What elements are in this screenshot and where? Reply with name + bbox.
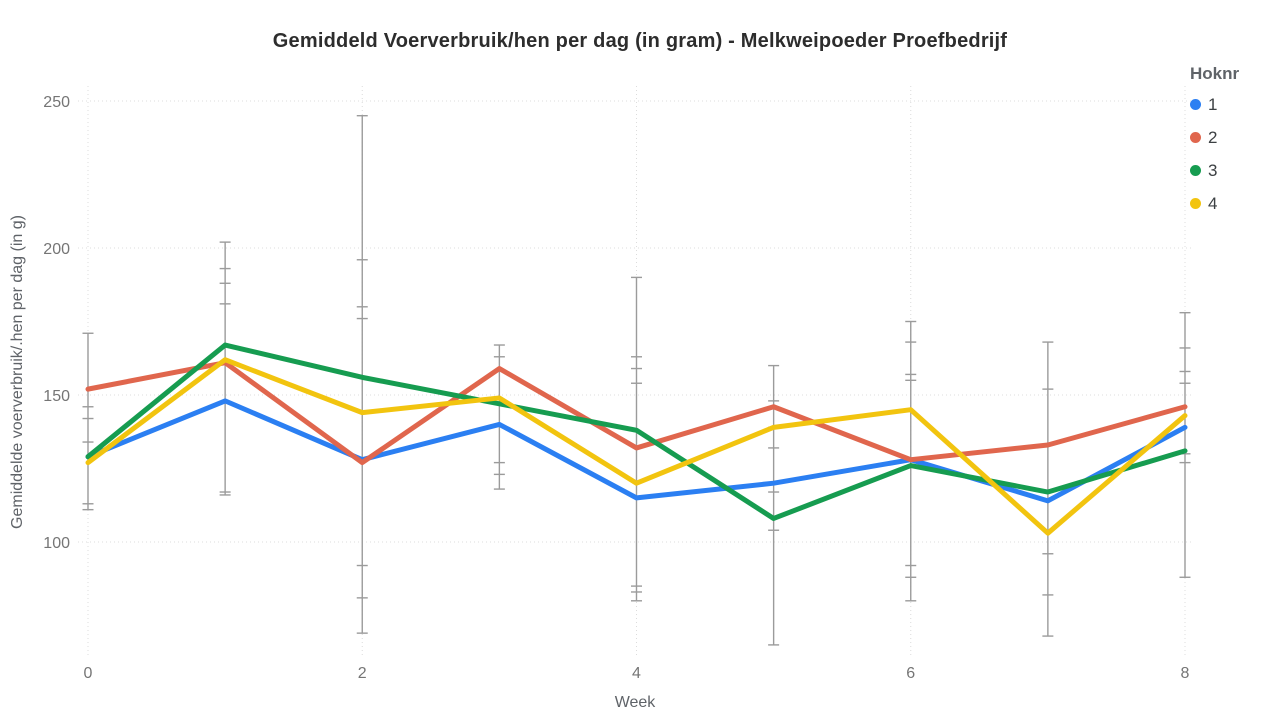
legend-item-label: 1 [1208, 94, 1218, 114]
legend-dot-icon [1190, 165, 1201, 176]
legend-item-hoknr-3[interactable]: 3 [1190, 160, 1239, 181]
series-line-hoknr-4[interactable] [85, 357, 1188, 536]
x-tick-label-8: 8 [1181, 665, 1190, 682]
legend-dot-icon [1190, 198, 1201, 209]
y-tick-label-150: 150 [43, 388, 70, 405]
legend-item-label: 3 [1208, 160, 1218, 180]
legend-entries: 1 2 3 4 [1190, 94, 1239, 214]
y-axis-title: Gemiddelde voerverbruik/.hen per dag (in… [9, 215, 26, 529]
legend-item-hoknr-2[interactable]: 2 [1190, 127, 1239, 148]
legend-dot-icon [1190, 99, 1201, 110]
legend-item-hoknr-4[interactable]: 4 [1190, 193, 1239, 214]
legend-item-hoknr-1[interactable]: 1 [1190, 94, 1239, 115]
y-tick-label-200: 200 [43, 241, 70, 258]
legend: Hoknr 1 2 3 4 [1190, 64, 1239, 226]
x-tick-label-2: 2 [358, 665, 367, 682]
legend-dot-icon [1190, 132, 1201, 143]
x-tick-label-0: 0 [84, 665, 93, 682]
x-tick-label-4: 4 [632, 665, 641, 682]
y-tick-label-250: 250 [43, 94, 70, 111]
series-line-hoknr-2[interactable] [85, 360, 1188, 466]
series-line-hoknr-3[interactable] [85, 342, 1188, 521]
y-tick-label-100: 100 [43, 535, 70, 552]
chart-title: Gemiddeld Voerverbruik/hen per dag (in g… [272, 30, 1008, 52]
x-tick-label-6: 6 [906, 665, 915, 682]
legend-item-label: 2 [1208, 127, 1218, 147]
x-axis-title: Week [615, 694, 657, 711]
legend-item-label: 4 [1208, 193, 1218, 213]
legend-title: Hoknr [1190, 64, 1240, 83]
series-line-hoknr-1[interactable] [85, 398, 1188, 504]
